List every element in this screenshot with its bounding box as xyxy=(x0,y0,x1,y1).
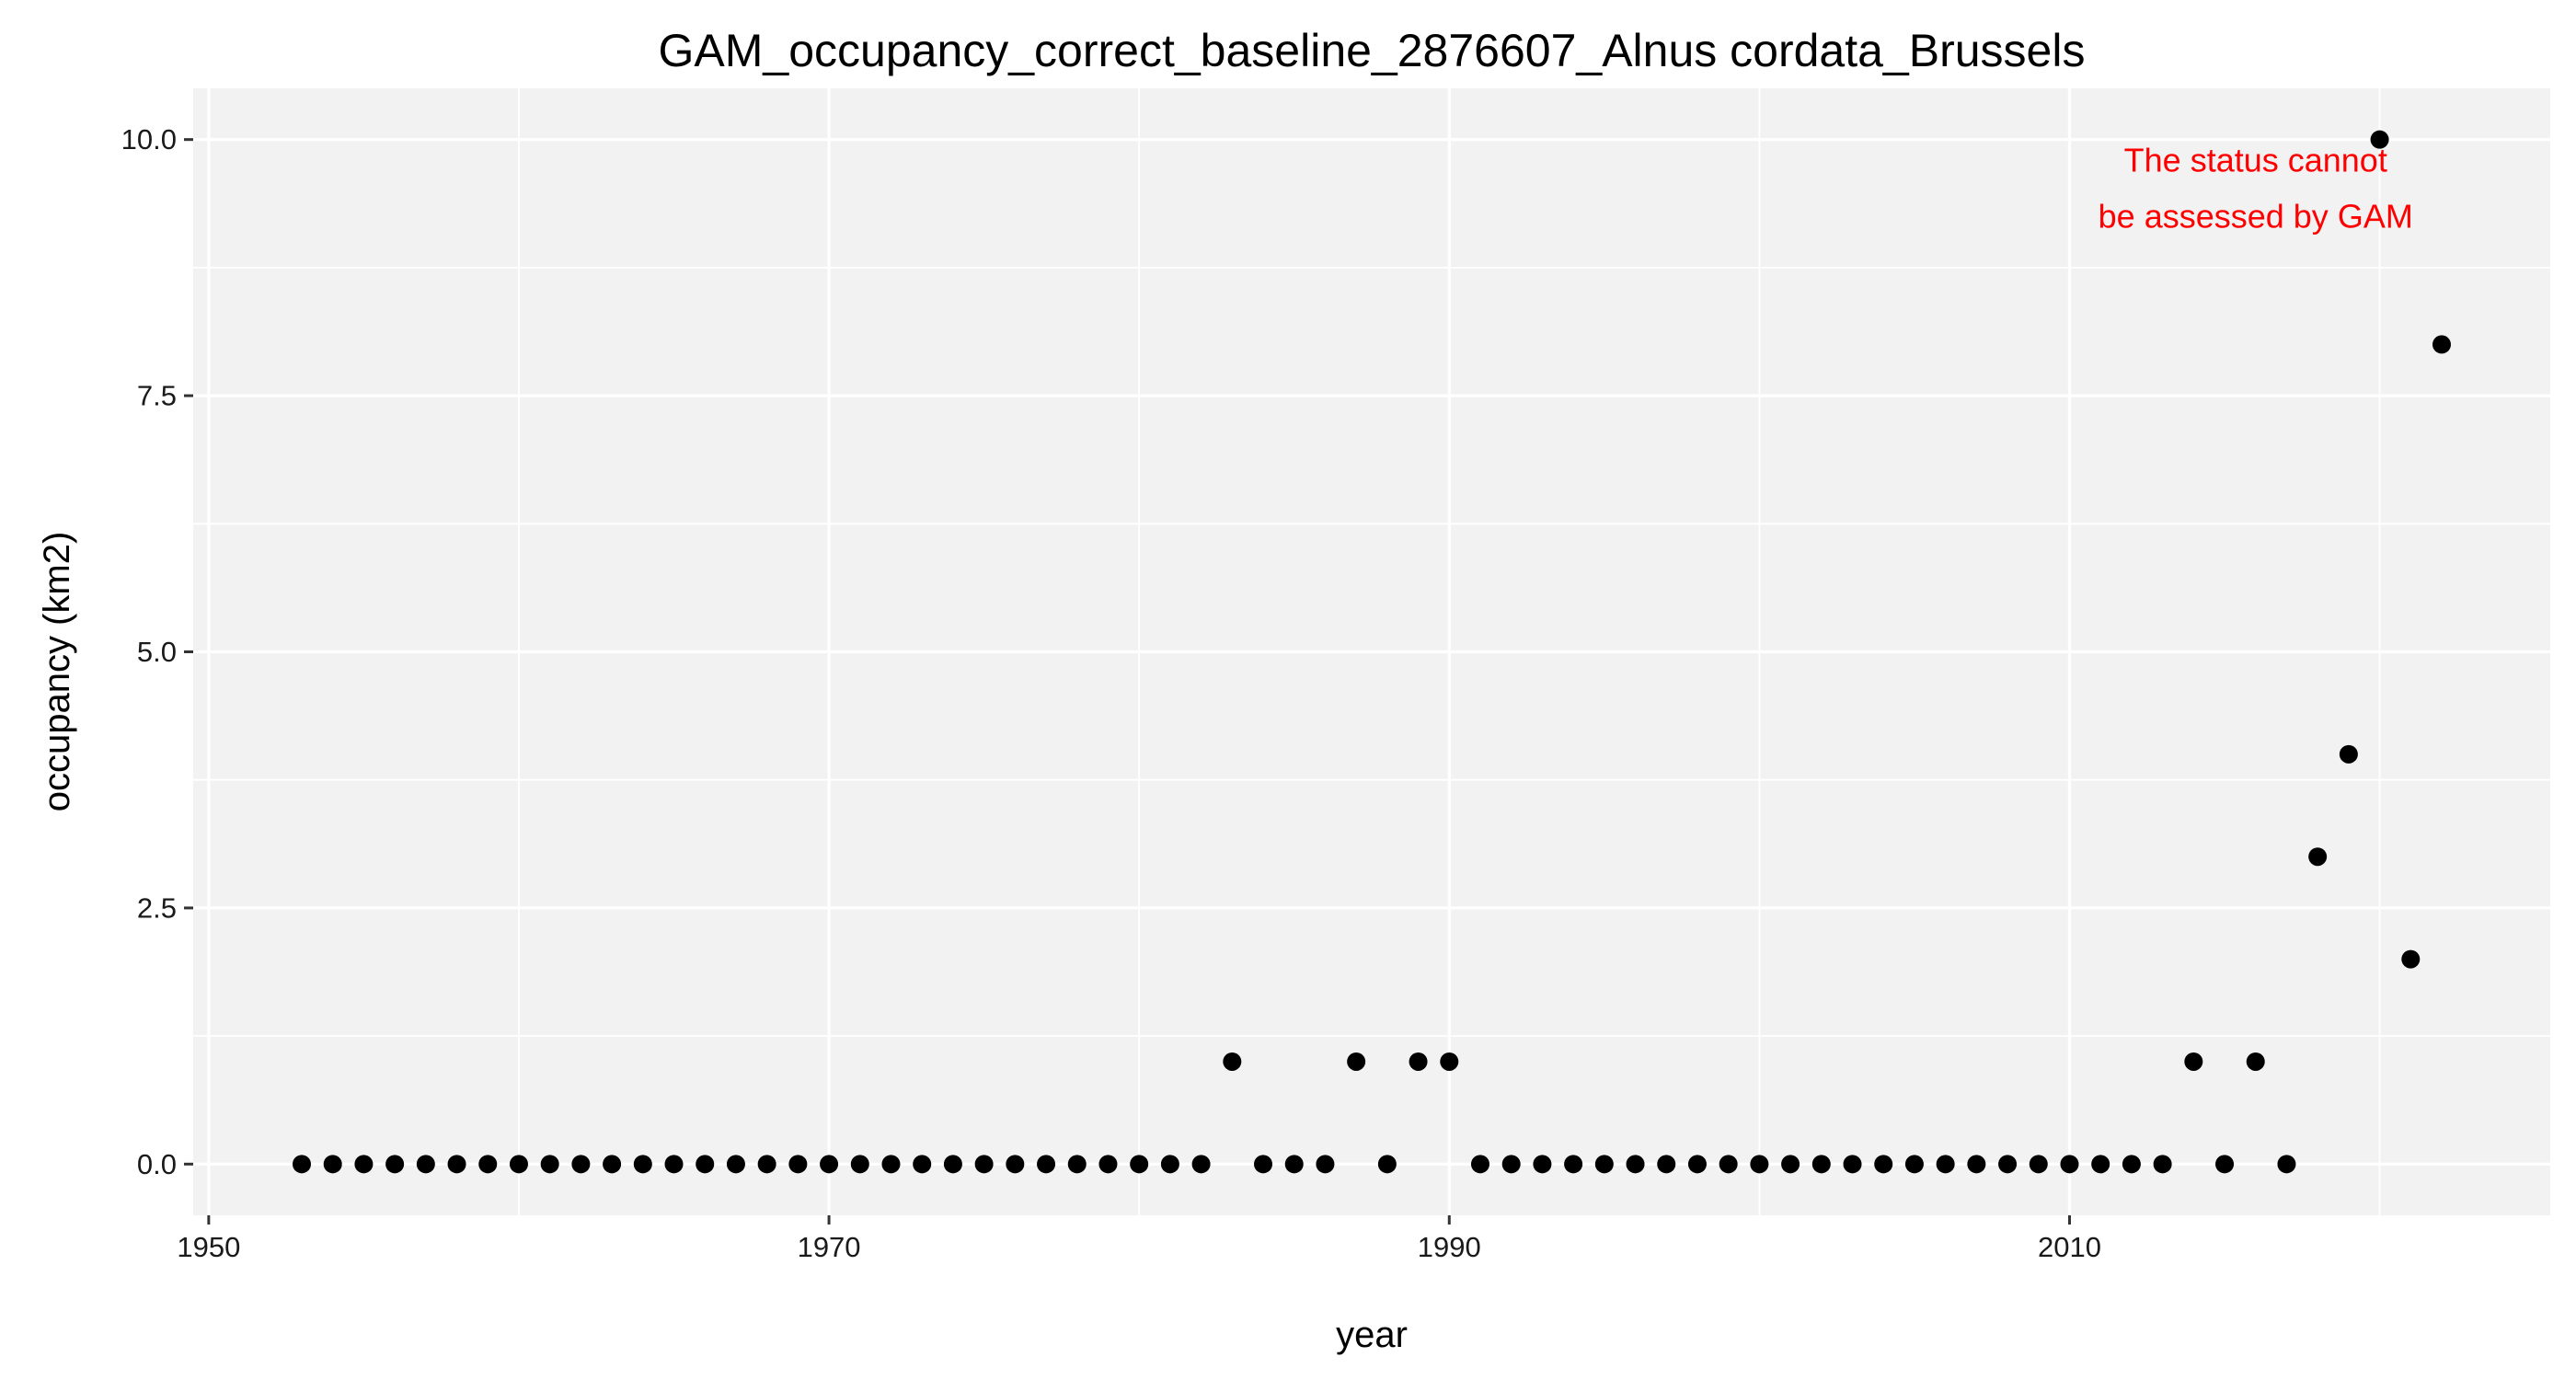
data-point xyxy=(1564,1155,1583,1174)
data-point xyxy=(1719,1155,1738,1174)
data-point xyxy=(1440,1052,1459,1071)
data-point xyxy=(2370,130,2389,149)
data-point xyxy=(2215,1155,2235,1174)
data-point xyxy=(1533,1155,1552,1174)
data-point xyxy=(1967,1155,1986,1174)
data-point xyxy=(633,1155,652,1174)
plot-panel xyxy=(193,88,2550,1215)
data-point xyxy=(1223,1052,1242,1071)
data-point xyxy=(664,1155,684,1174)
data-point xyxy=(1347,1052,1366,1071)
y-tick-label: 2.5 xyxy=(137,891,177,924)
data-point xyxy=(1098,1155,1118,1174)
data-point xyxy=(509,1155,528,1174)
annotation-line: The status cannot xyxy=(2124,141,2387,178)
data-point xyxy=(1160,1155,1179,1174)
data-point xyxy=(1470,1155,1489,1174)
data-point xyxy=(726,1155,745,1174)
data-point xyxy=(478,1155,498,1174)
data-point xyxy=(2277,1155,2296,1174)
data-point xyxy=(1037,1155,1056,1174)
data-point xyxy=(1254,1155,1273,1174)
data-point xyxy=(1501,1155,1521,1174)
data-point xyxy=(540,1155,559,1174)
data-point xyxy=(1316,1155,1335,1174)
data-point xyxy=(354,1155,374,1174)
data-point xyxy=(2432,335,2452,354)
data-point xyxy=(1998,1155,2018,1174)
y-tick-label: 5.0 xyxy=(137,636,177,668)
data-point xyxy=(1409,1052,1428,1071)
data-point xyxy=(447,1155,466,1174)
x-tick-label: 2010 xyxy=(2038,1231,2101,1263)
x-tick-label: 1990 xyxy=(1418,1231,1481,1263)
data-point xyxy=(788,1155,808,1174)
data-point xyxy=(1657,1155,1676,1174)
data-point xyxy=(820,1155,839,1174)
data-point xyxy=(943,1155,962,1174)
y-axis-title: occupancy (km2) xyxy=(37,532,77,812)
data-point xyxy=(1874,1155,1893,1174)
data-point xyxy=(2060,1155,2079,1174)
axes: 1950 1970 1990 2010 0.0 2.5 5.0 7.5 10.0 xyxy=(121,123,2101,1263)
y-tick-label: 0.0 xyxy=(137,1148,177,1180)
data-point xyxy=(323,1155,342,1174)
data-point xyxy=(1130,1155,1149,1174)
data-point xyxy=(1284,1155,1304,1174)
data-point xyxy=(571,1155,591,1174)
data-point xyxy=(881,1155,901,1174)
y-tick-label: 10.0 xyxy=(121,123,177,155)
data-point xyxy=(1904,1155,1924,1174)
data-point xyxy=(416,1155,435,1174)
data-point xyxy=(1781,1155,1800,1174)
data-point xyxy=(696,1155,715,1174)
data-point xyxy=(603,1155,622,1174)
data-point xyxy=(385,1155,405,1174)
y-tick-label: 7.5 xyxy=(137,380,177,412)
data-point xyxy=(1006,1155,1025,1174)
data-point xyxy=(913,1155,932,1174)
data-point xyxy=(1811,1155,1831,1174)
data-point xyxy=(1594,1155,1614,1174)
data-point xyxy=(1936,1155,1955,1174)
x-tick-label: 1970 xyxy=(798,1231,861,1263)
data-point xyxy=(2308,847,2328,867)
data-point xyxy=(1377,1155,1397,1174)
data-point xyxy=(2091,1155,2110,1174)
data-point xyxy=(1843,1155,1862,1174)
data-point xyxy=(2339,744,2358,764)
data-point xyxy=(1191,1155,1211,1174)
data-point xyxy=(2122,1155,2141,1174)
data-point xyxy=(2029,1155,2048,1174)
data-point xyxy=(2246,1052,2265,1071)
annotation-line: be assessed by GAM xyxy=(2099,198,2413,236)
x-tick-label: 1950 xyxy=(177,1231,240,1263)
data-point xyxy=(974,1155,994,1174)
data-point xyxy=(292,1155,311,1174)
data-point xyxy=(1067,1155,1087,1174)
chart-annotation: The status cannot be assessed by GAM xyxy=(2099,141,2413,235)
data-point xyxy=(757,1155,776,1174)
data-point xyxy=(1750,1155,1769,1174)
data-point xyxy=(850,1155,869,1174)
data-point xyxy=(1626,1155,1645,1174)
data-point xyxy=(1687,1155,1707,1174)
chart-title: GAM_occupancy_correct_baseline_2876607_A… xyxy=(659,25,2086,76)
data-point xyxy=(2153,1155,2172,1174)
data-point xyxy=(2184,1052,2203,1071)
data-point xyxy=(2401,949,2421,969)
x-axis-title: year xyxy=(1336,1315,1408,1355)
